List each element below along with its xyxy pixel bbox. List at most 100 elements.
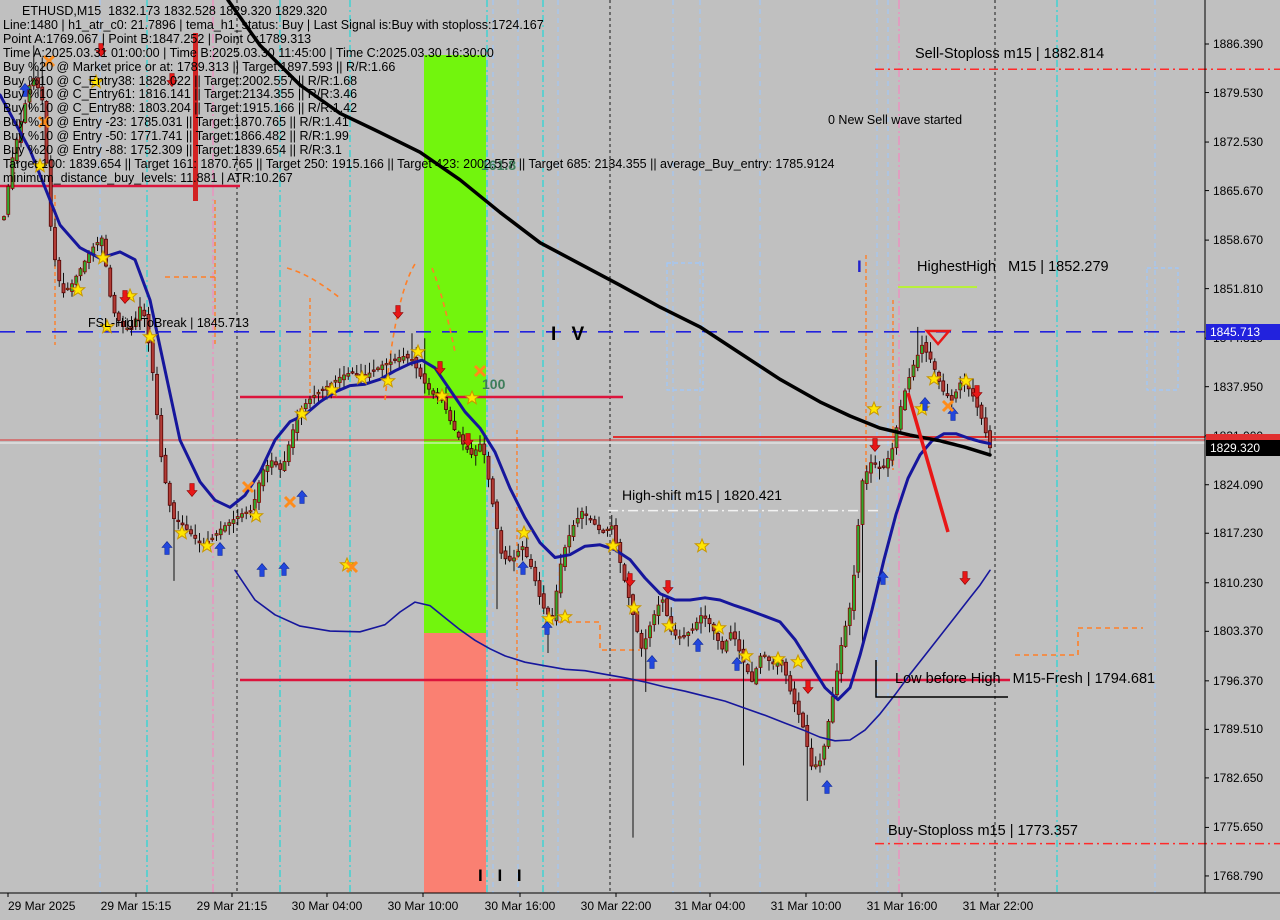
price-axis-label: 1872.530 [1213,135,1264,150]
star-marker [69,281,87,297]
info-line: minimum_distance_buy_levels: 11.881 | AT… [3,170,293,185]
info-line: Buy %10 @ C_Entry61: 1816.141 || Target:… [3,87,358,102]
x-marker [283,495,297,509]
price-axis-label: 1851.810 [1213,281,1264,296]
time-axis-label: 31 Mar 16:00 [866,899,938,913]
star-marker [173,524,191,540]
time-axis-label: 29 Mar 15:15 [100,899,172,913]
new-sell-wave-label: 0 New Sell wave started [828,113,963,127]
star-marker [737,647,755,663]
sell-arrow-marker [802,680,814,694]
time-axis-label: 30 Mar 04:00 [291,899,363,913]
info-line: Target 100: 1839.654 || Target 161: 1870… [3,156,835,171]
fsl-high-to-break-label: FSL-HighToBreak | 1845.713 [88,316,249,330]
price-axis-label: 1782.650 [1213,770,1264,785]
time-axis-label: 30 Mar 16:00 [484,899,556,913]
star-marker [515,524,533,540]
price-axis-label: 1796.370 [1213,673,1264,688]
info-line: Buy %10 @ C_Entry38: 1828.022 || Target:… [3,73,358,88]
sell-arrow-marker [462,433,474,447]
sell-arrow-marker [624,573,636,587]
sell-arrow-marker [662,580,674,594]
star-marker [293,405,311,421]
price-axis-label: 1837.950 [1213,379,1264,394]
price-tag [1206,433,1280,442]
info-line: Buy %10 @ C_Entry88: 1803.204 || Target:… [3,101,358,116]
buy-arrow-marker [731,657,743,671]
star-marker [87,73,105,89]
star-marker [540,610,558,626]
time-axis-label: 29 Mar 21:15 [196,899,268,913]
star-marker [94,249,112,265]
highest-high-label: HighestHigh M15 | 1852.279 [917,259,1109,275]
info-line: Buy %20 @ Market price or at: 1789.313 |… [3,59,396,74]
wave-iii-label: I I I [478,866,527,885]
red-triangle-marker [924,329,952,346]
buy-arrow-marker [877,571,889,585]
buy-arrow-marker [947,407,959,421]
time-axis-label: 31 Mar 22:00 [962,899,1034,913]
star-marker [789,653,807,669]
price-axis-label: 1768.790 [1213,868,1264,883]
buy-arrow-marker [692,638,704,652]
star-marker [31,157,49,173]
price-axis-label: 1886.390 [1213,37,1264,51]
star-marker [433,387,451,403]
ma-line-tema-h1 [226,0,992,457]
info-line: Point A:1769.067 | Point B:1847.252 | Po… [3,31,312,46]
sell-arrow-marker [959,571,971,585]
sell-arrow-marker [971,385,983,399]
x-marker [941,399,955,413]
price-axis-label: 1789.510 [1213,722,1264,737]
price-axis-label: 1803.370 [1213,624,1264,639]
star-marker [925,370,943,386]
sell-arrow-marker [95,43,107,57]
x-marker [37,115,51,129]
star-marker [379,372,397,388]
price-axis-label: 1824.090 [1213,477,1264,492]
star-marker [710,619,728,635]
buy-arrow-marker [214,542,226,556]
price-axis-label: 1858.670 [1213,233,1264,248]
time-axis-label: 31 Mar 04:00 [674,899,746,913]
ma-line-ma-slow [234,569,991,742]
price-axis-label: 1775.650 [1213,820,1264,835]
star-marker [141,328,159,344]
buy-arrow-marker [919,397,931,411]
info-line: Buy %20 @ Entry -88: 1752.309 || Target:… [3,143,342,157]
x-marker [42,54,56,68]
star-marker [660,617,678,633]
x-marker [241,480,255,494]
price-axis-label: 1879.530 [1213,85,1264,100]
x-marker [345,560,359,574]
price-axis-label: 1865.670 [1213,183,1264,198]
time-axis-label: 29 Mar 2025 [8,899,76,913]
info-line: Buy %10 @ Entry -50: 1771.741 || Target:… [3,129,349,144]
time-axis-label: 30 Mar 10:00 [387,899,459,913]
star-marker [865,400,883,416]
buy-arrow-marker [821,780,833,794]
star-marker [957,372,975,388]
sell-arrow-marker [434,361,446,375]
buy-arrow-marker [517,561,529,575]
star-marker [693,537,711,553]
star-marker [769,650,787,666]
symbol-ohlc-line: ETHUSD,M15 1832.173 1832.528 1829.320 18… [22,4,328,18]
sell-arrow-marker [119,290,131,304]
sell-arrow-marker [392,305,404,319]
info-line: Buy %10 @ Entry -23: 1785.031 || Target:… [3,115,349,130]
star-marker [353,369,371,385]
star-marker [198,537,216,553]
x-marker [473,364,487,378]
info-line: Time A:2025.03.31 01:00:00 | Time B:2025… [3,45,494,60]
star-marker [409,343,427,359]
high-shift-label: High-shift m15 | 1820.421 [622,487,783,503]
star-marker [625,599,643,615]
sell-arrow-marker [186,483,198,497]
info-line: Line:1480 | h1_atr_c0: 21.7896 | tema_h1… [3,17,544,32]
fib-161-label: 161.8 [481,157,517,173]
wave-i-label: I [857,257,862,276]
price-axis-label: 1810.230 [1213,575,1264,590]
